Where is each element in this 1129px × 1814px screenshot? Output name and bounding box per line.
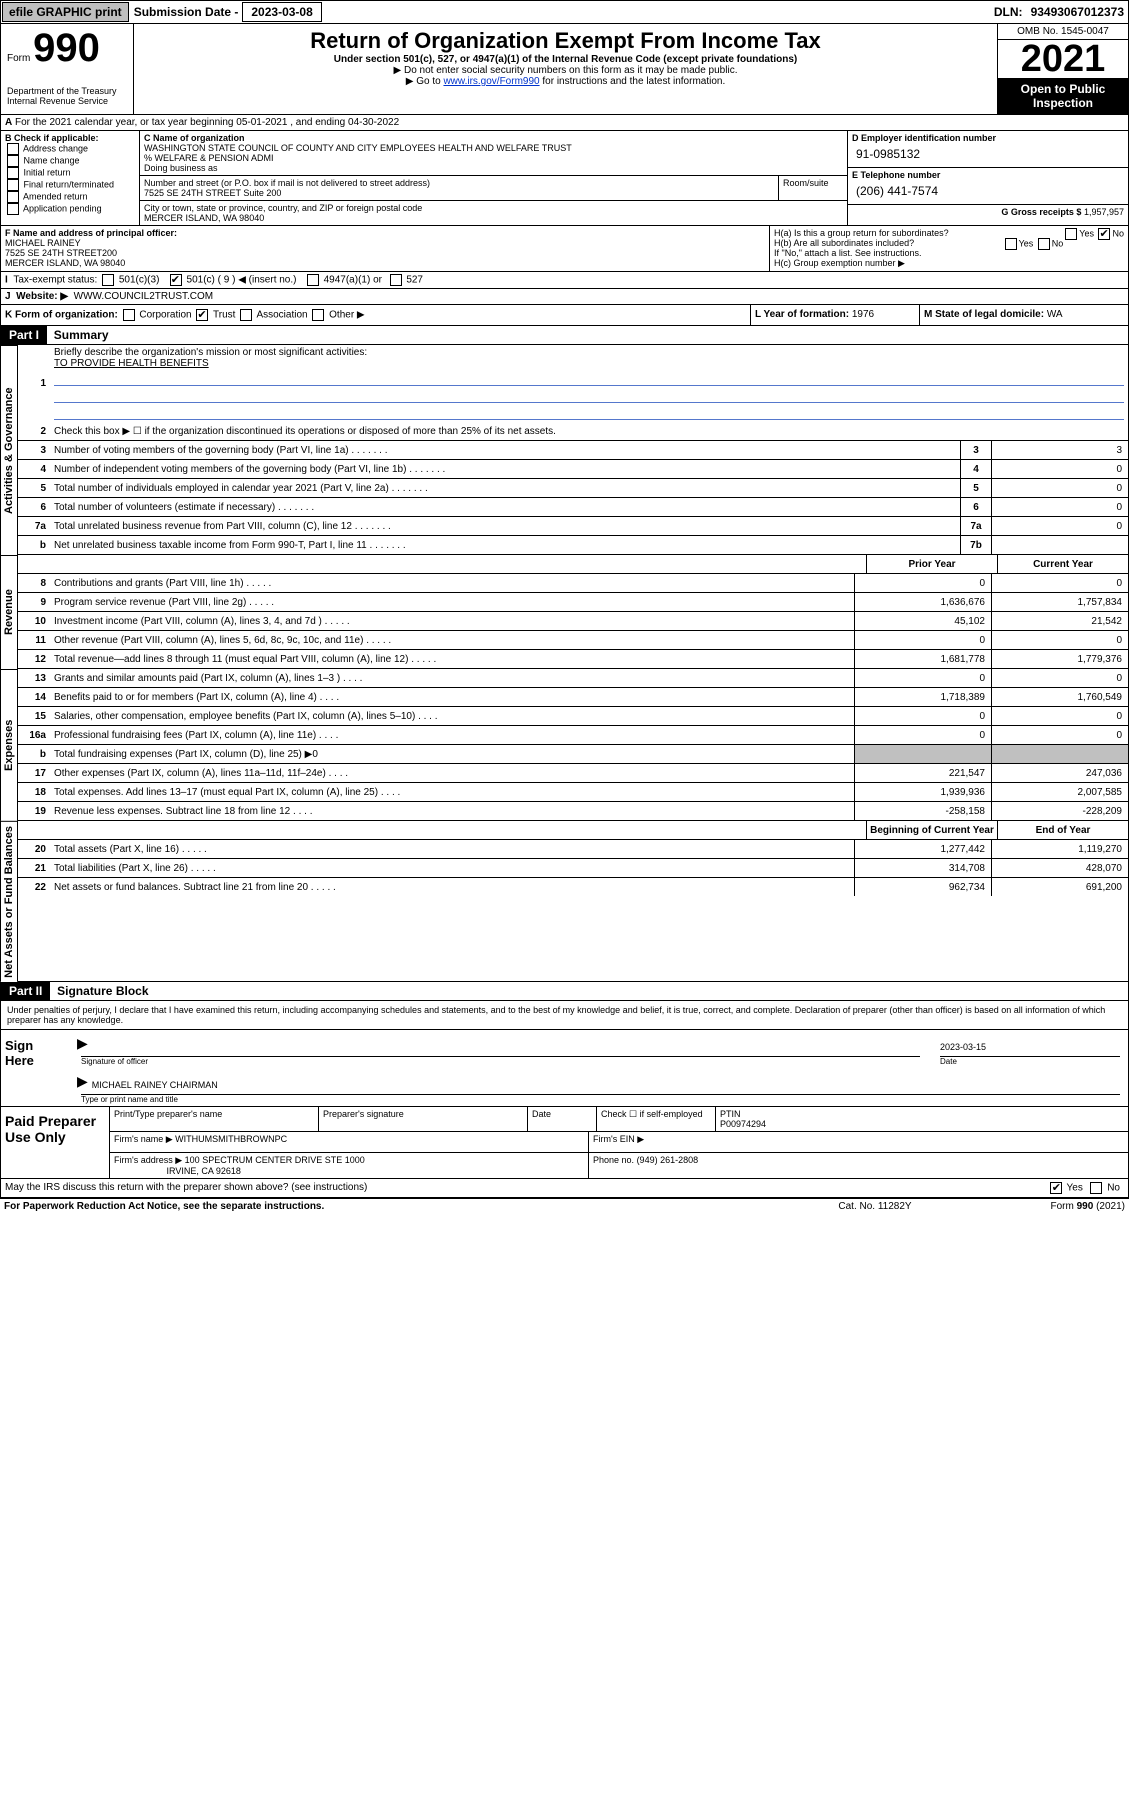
- firm-address-2: IRVINE, CA 92618: [167, 1166, 241, 1176]
- firm-name: WITHUMSMITHBROWNPC: [175, 1134, 287, 1144]
- efile-print-button[interactable]: efile GRAPHIC print: [2, 2, 129, 22]
- submission-date-label: Submission Date -: [130, 5, 243, 19]
- expense-row: 18Total expenses. Add lines 13–17 (must …: [18, 783, 1128, 802]
- revenue-row: 12Total revenue—add lines 8 through 11 (…: [18, 650, 1128, 668]
- form-word: Form: [7, 53, 30, 64]
- tax-year: 2021: [998, 40, 1128, 78]
- paid-preparer-label: Paid Preparer Use Only: [1, 1107, 110, 1178]
- self-employed-check: Check ☐ if self-employed: [597, 1107, 716, 1131]
- form-header: Form 990 Department of the Treasury Inte…: [0, 24, 1129, 115]
- form-of-organization: K Form of organization: Corporation Trus…: [1, 305, 750, 325]
- signature-arrow-icon: ▶: [77, 1035, 88, 1052]
- part-1-title: Summary: [50, 326, 113, 344]
- gross-receipts: 1,957,957: [1084, 207, 1124, 217]
- preparer-name-label: Print/Type preparer's name: [110, 1107, 319, 1131]
- net-assets-row: 21Total liabilities (Part X, line 26) . …: [18, 859, 1128, 878]
- boy-header: Beginning of Current Year: [866, 821, 997, 839]
- expense-row: 16aProfessional fundraising fees (Part I…: [18, 726, 1128, 745]
- revenue-row: 9Program service revenue (Part VIII, lin…: [18, 593, 1128, 612]
- street-address: 7525 SE 24TH STREET Suite 200: [144, 188, 281, 198]
- sign-here-label: Sign Here: [1, 1030, 69, 1106]
- firm-address-1: 100 SPECTRUM CENTER DRIVE STE 1000: [185, 1155, 365, 1165]
- net-assets-label: Net Assets or Fund Balances: [0, 821, 18, 982]
- officer-addr2: MERCER ISLAND, WA 98040: [5, 258, 125, 268]
- instruction-line-1: ▶ Do not enter social security numbers o…: [138, 65, 993, 76]
- instruction-line-2: ▶ Go to www.irs.gov/Form990 for instruct…: [138, 76, 993, 87]
- revenue-row: 8Contributions and grants (Part VIII, li…: [18, 574, 1128, 593]
- current-year-header: Current Year: [997, 555, 1128, 573]
- dept-treasury: Department of the Treasury: [7, 86, 127, 96]
- expenses-label: Expenses: [0, 669, 18, 821]
- expense-row: 13Grants and similar amounts paid (Part …: [18, 669, 1128, 688]
- summary-row: 2Check this box ▶ ☐ if the organization …: [18, 422, 1128, 441]
- irs-link[interactable]: www.irs.gov/Form990: [443, 76, 539, 87]
- officer-name-title: MICHAEL RAINEY CHAIRMAN: [92, 1080, 1120, 1090]
- irs-label: Internal Revenue Service: [7, 96, 127, 106]
- website-url: WWW.COUNCIL2TRUST.COM: [74, 291, 213, 302]
- summary-row: 7aTotal unrelated business revenue from …: [18, 517, 1128, 536]
- ein: 91-0985132: [852, 143, 1124, 165]
- revenue-label: Revenue: [0, 555, 18, 669]
- officer-name: MICHAEL RAINEY: [5, 238, 81, 248]
- check-if-applicable: B Check if applicable: Address change Na…: [1, 131, 140, 225]
- prior-year-header: Prior Year: [866, 555, 997, 573]
- revenue-row: 10Investment income (Part VIII, column (…: [18, 612, 1128, 631]
- preparer-phone: (949) 261-2808: [637, 1155, 699, 1165]
- paperwork-notice: For Paperwork Reduction Act Notice, see …: [4, 1201, 775, 1212]
- part-2-header: Part II: [1, 982, 50, 1000]
- submission-date-value: 2023-03-08: [242, 2, 321, 22]
- open-to-public: Open to Public Inspection: [998, 78, 1128, 114]
- top-bar: efile GRAPHIC print Submission Date - 20…: [0, 0, 1129, 24]
- form-number: 990: [33, 26, 100, 70]
- name-arrow-icon: ▶: [77, 1073, 88, 1090]
- website-row: J Website: ▶ WWW.COUNCIL2TRUST.COM: [0, 289, 1129, 305]
- org-name: WASHINGTON STATE COUNCIL OF COUNTY AND C…: [144, 143, 572, 153]
- city-state-zip: MERCER ISLAND, WA 98040: [144, 213, 264, 223]
- summary-row: 6Total number of volunteers (estimate if…: [18, 498, 1128, 517]
- part-1-header: Part I: [1, 326, 47, 344]
- summary-row: bNet unrelated business taxable income f…: [18, 536, 1128, 554]
- expense-row: 15Salaries, other compensation, employee…: [18, 707, 1128, 726]
- room-suite: Room/suite: [778, 176, 847, 200]
- mission-text: TO PROVIDE HEALTH BENEFITS: [54, 358, 209, 369]
- net-assets-row: 22Net assets or fund balances. Subtract …: [18, 878, 1128, 896]
- dln-value: 93493067012373: [1027, 5, 1128, 19]
- summary-row: 3Number of voting members of the governi…: [18, 441, 1128, 460]
- tax-exempt-status: I Tax-exempt status: 501(c)(3) 501(c) ( …: [0, 272, 1129, 289]
- summary-row: 4Number of independent voting members of…: [18, 460, 1128, 479]
- governance-label: Activities & Governance: [0, 345, 18, 555]
- ptin-value: P00974294: [720, 1119, 766, 1129]
- expense-row: 17Other expenses (Part IX, column (A), l…: [18, 764, 1128, 783]
- discuss-question: May the IRS discuss this return with the…: [1, 1180, 960, 1195]
- catalog-number: Cat. No. 11282Y: [775, 1201, 975, 1212]
- date-label: Date: [940, 1056, 1120, 1066]
- firm-ein-label: Firm's EIN ▶: [589, 1132, 1128, 1152]
- revenue-row: 11Other revenue (Part VIII, column (A), …: [18, 631, 1128, 650]
- expense-row: bTotal fundraising expenses (Part IX, co…: [18, 745, 1128, 764]
- state-of-domicile: M State of legal domicile: WA: [919, 305, 1128, 325]
- preparer-sig-label: Preparer's signature: [319, 1107, 528, 1131]
- signature-date: 2023-03-15: [940, 1042, 1120, 1052]
- tax-year-range: A For the 2021 calendar year, or tax yea…: [0, 115, 1129, 131]
- phone: (206) 441-7574: [852, 180, 1124, 202]
- form-title: Return of Organization Exempt From Incom…: [138, 28, 993, 54]
- identification-block: B Check if applicable: Address change Na…: [0, 131, 1129, 226]
- expense-row: 14Benefits paid to or for members (Part …: [18, 688, 1128, 707]
- year-of-formation: L Year of formation: 1976: [750, 305, 919, 325]
- form-subtitle: Under section 501(c), 527, or 4947(a)(1)…: [138, 54, 993, 65]
- name-label: Type or print name and title: [81, 1094, 1120, 1104]
- dln-label: DLN:: [990, 5, 1027, 19]
- officer-addr1: 7525 SE 24TH STREET200: [5, 248, 117, 258]
- perjury-declaration: Under penalties of perjury, I declare th…: [1, 1001, 1128, 1029]
- form-footer: Form 990 (2021): [975, 1201, 1125, 1212]
- part-2-title: Signature Block: [53, 982, 152, 1000]
- eoy-header: End of Year: [997, 821, 1128, 839]
- preparer-date-label: Date: [528, 1107, 597, 1131]
- sig-officer-label: Signature of officer: [81, 1056, 920, 1066]
- summary-row: 5Total number of individuals employed in…: [18, 479, 1128, 498]
- care-of: % WELFARE & PENSION ADMI: [144, 153, 274, 163]
- net-assets-row: 20Total assets (Part X, line 16) . . . .…: [18, 840, 1128, 859]
- expense-row: 19Revenue less expenses. Subtract line 1…: [18, 802, 1128, 820]
